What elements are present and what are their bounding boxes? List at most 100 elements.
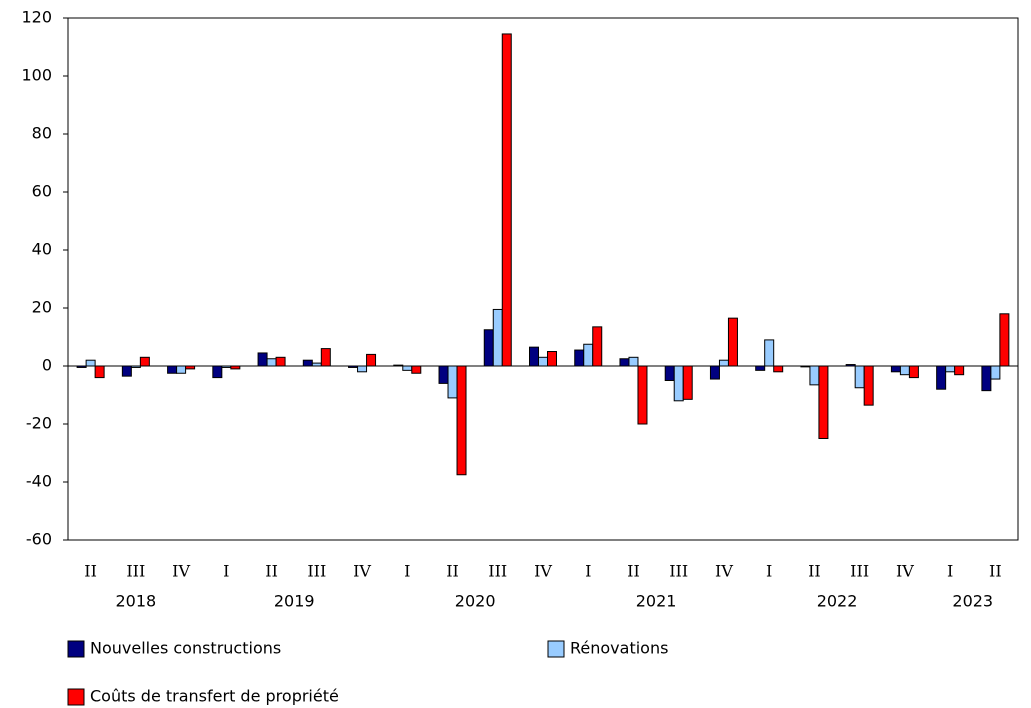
bar [818, 365, 829, 439]
x-tick-label: II [808, 562, 821, 581]
x-tick-label: III [850, 562, 869, 581]
x-tick-label: I [404, 562, 410, 581]
y-tick-label: 80 [32, 124, 52, 143]
bar [185, 365, 196, 370]
bar [908, 365, 919, 379]
bar [501, 33, 512, 367]
bar [483, 329, 494, 367]
x-tick-label: IV [353, 562, 371, 581]
x-tick-label: I [223, 562, 229, 581]
bar [619, 358, 630, 367]
bar [302, 359, 313, 367]
bar [718, 359, 729, 367]
plot-frame [67, 17, 1019, 541]
y-tick-label: 100 [21, 66, 52, 85]
bar [492, 308, 503, 367]
year-label: 2023 [952, 592, 993, 611]
bar [755, 365, 766, 371]
y-tick-label: -60 [26, 530, 52, 549]
legend-swatch [67, 640, 85, 658]
bar [320, 348, 331, 367]
year-label: 2019 [274, 592, 315, 611]
bar [538, 356, 548, 367]
bar [809, 365, 820, 386]
bar [76, 365, 87, 368]
bar [275, 356, 286, 367]
bar [583, 343, 594, 367]
year-label: 2021 [636, 592, 677, 611]
bar [682, 365, 693, 400]
y-tick-label: 40 [32, 240, 52, 259]
bar [139, 356, 150, 367]
bar [890, 365, 901, 373]
bar [863, 365, 874, 406]
x-tick-label: II [446, 562, 459, 581]
bar [85, 359, 96, 367]
legend-swatch [67, 688, 85, 706]
bar [945, 365, 956, 373]
bar [176, 365, 187, 374]
bar [854, 365, 865, 389]
bar [773, 365, 784, 373]
bar [393, 364, 404, 367]
x-tick-label: II [265, 562, 278, 581]
bar [727, 317, 738, 367]
x-tick-label: IV [172, 562, 190, 581]
bar [221, 365, 232, 368]
bar [709, 365, 720, 380]
x-tick-label: I [947, 562, 953, 581]
x-tick-label: II [989, 562, 1002, 581]
bar [311, 362, 322, 367]
bar [845, 364, 856, 367]
bar [348, 365, 359, 368]
x-tick-label: IV [896, 562, 914, 581]
bar [592, 326, 603, 367]
bar [574, 349, 585, 367]
x-tick-label: II [627, 562, 640, 581]
x-tick-label: I [585, 562, 591, 581]
x-tick-label: III [488, 562, 507, 581]
legend-swatch [547, 640, 565, 658]
x-tick-label: III [307, 562, 326, 581]
bar [547, 351, 557, 367]
bar [167, 365, 178, 374]
bar [230, 365, 241, 370]
bar [130, 365, 141, 368]
bar [664, 365, 675, 381]
bar [366, 353, 377, 367]
bar [411, 365, 422, 374]
bar [764, 339, 775, 367]
bar [899, 365, 910, 376]
bar [990, 365, 1001, 380]
x-tick-label: IV [534, 562, 552, 581]
bar [800, 365, 811, 368]
year-label: 2020 [455, 592, 496, 611]
bar [212, 365, 223, 379]
bar [438, 365, 449, 384]
y-tick-label: 0 [42, 356, 52, 375]
bar [447, 365, 458, 399]
bar [121, 365, 132, 377]
bar [456, 365, 467, 476]
bar [981, 365, 992, 392]
x-tick-label: IV [715, 562, 733, 581]
legend-label: Nouvelles constructions [90, 639, 281, 658]
bar [357, 365, 368, 373]
year-label: 2022 [817, 592, 858, 611]
x-tick-label: III [669, 562, 688, 581]
bar [936, 365, 947, 390]
y-tick-label: -20 [26, 414, 52, 433]
x-tick-label: I [766, 562, 772, 581]
bar [999, 313, 1010, 367]
y-tick-label: -40 [26, 472, 52, 491]
x-tick-label: II [84, 562, 97, 581]
bar [637, 365, 648, 425]
bar [402, 365, 413, 371]
bar [954, 365, 965, 376]
bar [94, 365, 105, 379]
legend-label: Rénovations [570, 639, 668, 658]
bar [257, 352, 268, 367]
year-label: 2018 [115, 592, 156, 611]
y-tick-label: 20 [32, 298, 52, 317]
